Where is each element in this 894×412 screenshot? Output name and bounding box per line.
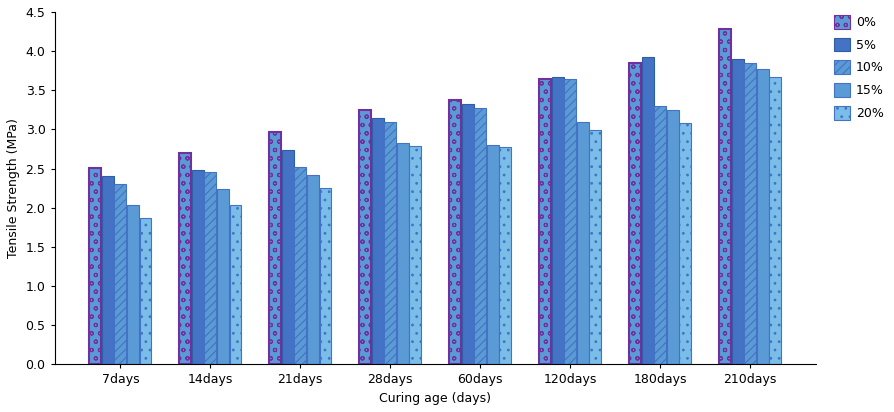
Bar — [294, 167, 307, 365]
Bar — [552, 77, 563, 365]
Bar — [757, 69, 769, 365]
Bar — [487, 145, 499, 365]
Bar — [577, 122, 589, 365]
Bar — [629, 63, 641, 365]
Bar — [654, 106, 666, 365]
Bar — [679, 123, 691, 365]
Bar — [191, 170, 204, 365]
Bar — [205, 172, 216, 365]
Bar — [461, 104, 474, 365]
Bar — [564, 79, 577, 365]
Bar — [89, 168, 101, 365]
Bar — [642, 56, 654, 365]
Bar — [449, 100, 461, 365]
Bar — [475, 108, 486, 365]
Bar — [359, 110, 371, 365]
Bar — [500, 147, 511, 365]
Bar — [667, 110, 679, 365]
Bar — [319, 188, 332, 365]
Bar — [719, 29, 731, 365]
Bar — [384, 122, 396, 365]
Bar — [179, 153, 191, 365]
Bar — [397, 143, 409, 365]
Bar — [731, 59, 744, 365]
Bar — [269, 132, 281, 365]
Bar — [539, 79, 551, 365]
Y-axis label: Tensile Strength (MPa): Tensile Strength (MPa) — [7, 118, 20, 258]
Bar — [409, 146, 421, 365]
Bar — [307, 175, 319, 365]
Bar — [372, 119, 384, 365]
Bar — [282, 150, 293, 365]
Bar — [127, 206, 139, 365]
Legend: 0%, 5%, 10%, 15%, 20%: 0%, 5%, 10%, 15%, 20% — [830, 11, 888, 124]
Bar — [589, 130, 602, 365]
Bar — [230, 205, 241, 365]
Bar — [744, 63, 756, 365]
Bar — [114, 183, 126, 365]
X-axis label: Curing age (days): Curing age (days) — [379, 392, 492, 405]
Bar — [770, 77, 781, 365]
Bar — [217, 189, 229, 365]
Bar — [102, 176, 114, 365]
Bar — [139, 218, 151, 365]
